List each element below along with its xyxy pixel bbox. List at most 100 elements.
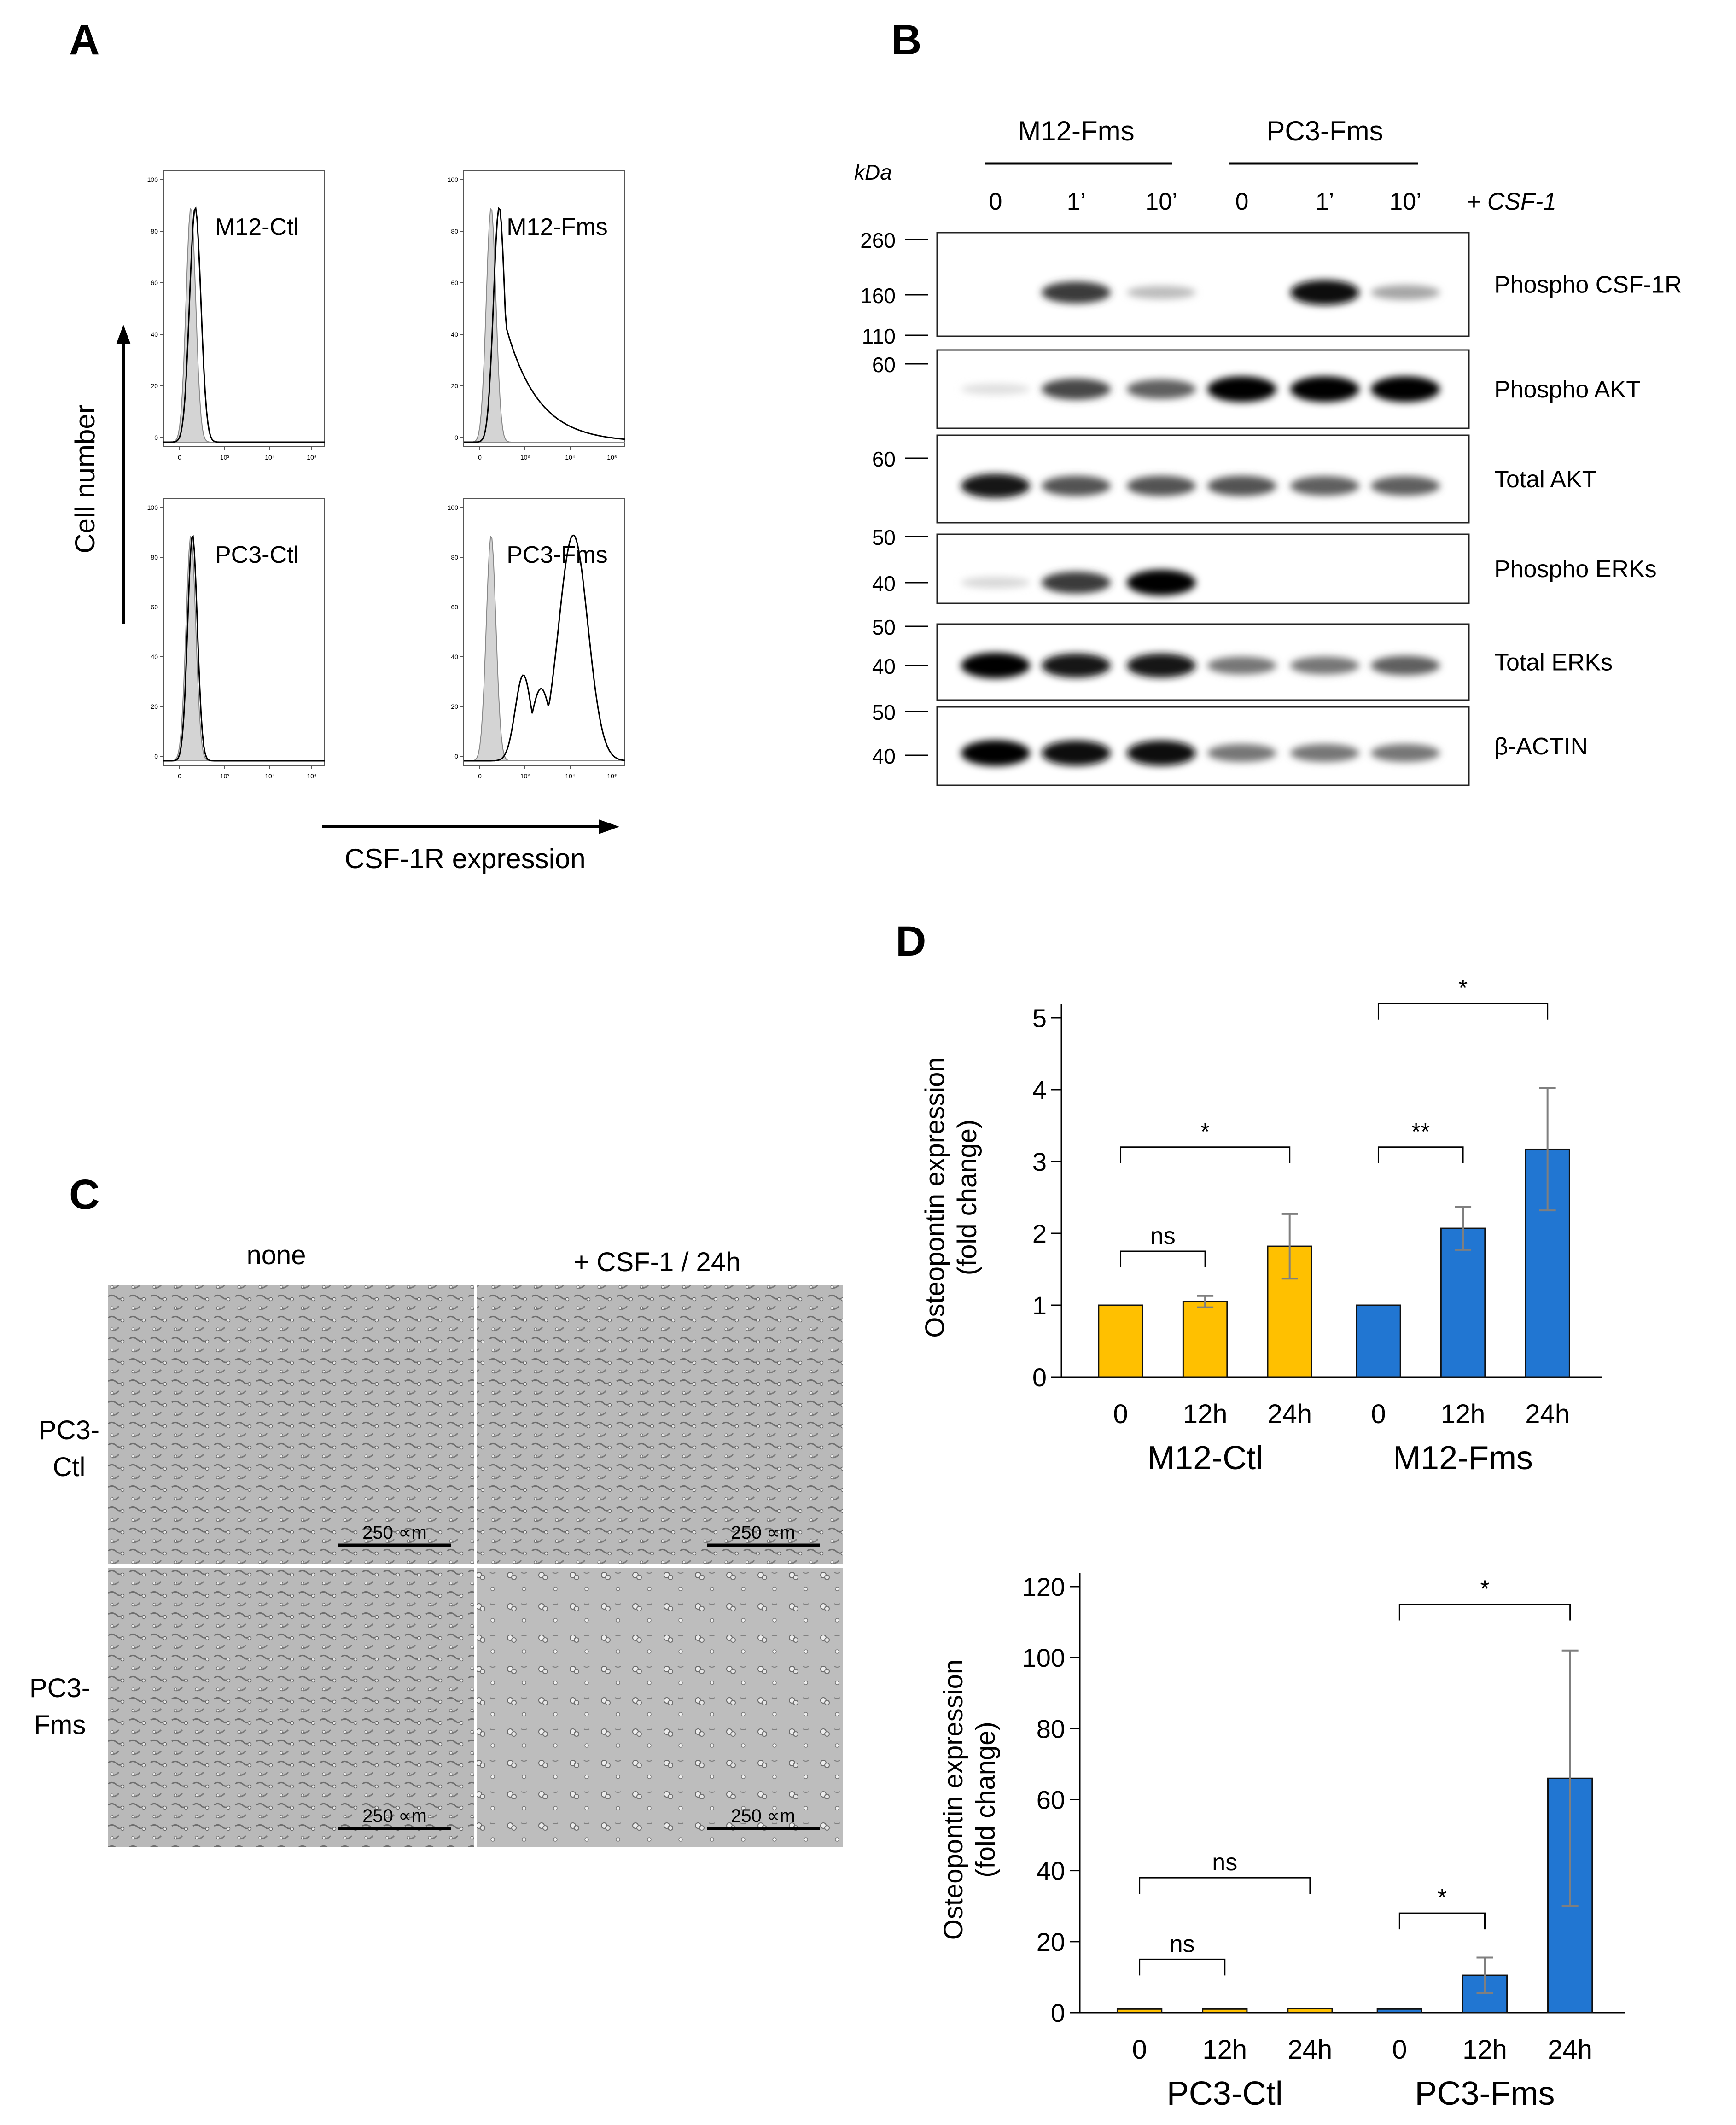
bar <box>1202 2008 1248 2014</box>
blot-label: Phospho AKT <box>1494 376 1641 403</box>
blot-frame <box>936 706 1470 786</box>
blot-band <box>1371 285 1440 300</box>
blot-band <box>1207 475 1276 496</box>
bar <box>1098 1304 1143 1378</box>
panel-label-a: A <box>69 17 99 64</box>
kda-marker-label: 40 <box>872 744 896 768</box>
blot-frame <box>936 232 1470 337</box>
histogram-y-tick-label: 20 <box>151 382 158 390</box>
blot-time-point: 0 <box>989 188 1002 215</box>
histogram-y-tick-label: 60 <box>151 279 158 286</box>
histogram-x-tick-label: 10⁵ <box>607 454 617 461</box>
chart-group-label: PC3-Ctl <box>1167 2075 1283 2112</box>
blot-time-point: 0 <box>1235 188 1249 215</box>
blot-band <box>1290 280 1359 305</box>
histogram-y-tick-label: 100 <box>147 504 158 511</box>
blot-stack: 0 1’ 10’ 0 1’ 10’ 260 160 110 Phospho CSF-1R 60 Pho… <box>860 188 1682 786</box>
significance-bracket <box>1139 1877 1311 1894</box>
isotype-control-curve <box>464 207 625 443</box>
blot-label: Total ERKs <box>1494 649 1613 676</box>
micrograph-image: 250 ∝m <box>477 1568 843 1847</box>
histogram-x-tick-label: 10³ <box>520 772 530 780</box>
micrograph-image: 250 ∝m <box>108 1568 474 1847</box>
blot-band <box>1127 286 1196 299</box>
kda-marker-label: 160 <box>860 284 896 308</box>
histogram-y-tick-label: 60 <box>451 603 458 611</box>
histogram-x-tick-label: 10³ <box>220 772 230 780</box>
histogram-x-tick-label: 10³ <box>220 454 230 461</box>
micrograph-col-none: none <box>246 1240 306 1270</box>
histogram-label: M12-Fms <box>507 214 608 240</box>
bar <box>1287 2008 1333 2014</box>
micrograph-texture <box>477 1568 843 1847</box>
chart-group-label: PC3-Fms <box>1415 2075 1555 2112</box>
bar <box>1116 2008 1163 2014</box>
micrograph-row-fms-label: PC3- Fms <box>29 1673 90 1740</box>
histogram-y-tick-label: 0 <box>454 753 458 760</box>
histogram-y-tick-label: 80 <box>451 228 458 235</box>
panel-label-d: D <box>896 918 926 965</box>
blot-band <box>1127 740 1196 766</box>
blot-phospho-csf-1r: 260 160 110 Phospho CSF-1R <box>860 228 1682 348</box>
blot-band <box>1127 653 1196 678</box>
significance-bracket <box>1377 1003 1549 1020</box>
blot-band <box>1207 376 1276 402</box>
micrograph-col-csf1: + CSF-1 / 24h <box>574 1247 741 1277</box>
bar-chart-pc3: 0 20 40 60 80 100 120 Osteopontin expression (fo… <box>938 1572 1625 2112</box>
blot-band <box>1290 656 1359 675</box>
chart-y-tick-label: 1 <box>1032 1291 1047 1320</box>
kda-marker-label: 50 <box>872 701 896 724</box>
blot-band <box>1371 476 1440 496</box>
histogram-x-tick-label: 10⁴ <box>265 772 275 780</box>
kda-marker-label: 60 <box>872 353 896 377</box>
bar <box>1440 1227 1486 1378</box>
blot-band <box>1042 379 1111 400</box>
isotype-control-curve <box>464 535 625 761</box>
significance-label: ns <box>1150 1223 1176 1249</box>
chart-y-tick-label: 100 <box>1022 1643 1065 1672</box>
blot-band <box>1290 476 1359 496</box>
histogram-y-tick-label: 100 <box>448 504 459 511</box>
chart-y-tick-label: 120 <box>1022 1572 1065 1601</box>
chart-y-tick-label: 20 <box>1037 1927 1065 1956</box>
panel-a: Cell number CSF-1R expression 0 20 40 60 80 1… <box>70 170 625 874</box>
histogram-x-tick-label: 10⁵ <box>307 454 316 461</box>
micrograph-image: 250 ∝m <box>477 1285 843 1564</box>
kda-marker-label: 60 <box>872 447 896 471</box>
scale-bar-label: 250 ∝m <box>731 1523 795 1543</box>
blot-band <box>1290 744 1359 762</box>
micrograph-texture <box>108 1285 474 1564</box>
histogram-pc3-ctl: 0 20 40 60 80 100 0 10³ 10⁴ 10⁵ PC3-Ctl <box>147 498 325 780</box>
blot-band <box>961 384 1030 395</box>
panel-c: none + CSF-1 / 24h PC3- Ctl PC3- Fms 250… <box>29 1240 843 1847</box>
csf1-treatment-label: + CSF-1 <box>1467 188 1556 215</box>
significance-bracket <box>1398 1604 1571 1621</box>
blot-band <box>1290 376 1359 402</box>
chart-y-tick-label: 60 <box>1037 1786 1065 1815</box>
histogram-x-tick-label: 10⁴ <box>565 454 575 461</box>
kda-marker-label: 50 <box>872 525 896 549</box>
chart-x-tick-label: 0 <box>1371 1399 1386 1429</box>
chart-y-label: (fold change) <box>952 1120 982 1276</box>
histogram-y-tick-label: 40 <box>151 331 158 338</box>
blot-band <box>1127 570 1196 595</box>
scale-bar-label: 250 ∝m <box>731 1806 795 1826</box>
histogram-y-tick-label: 20 <box>451 703 458 710</box>
blot-band <box>1042 281 1111 304</box>
panel-a-x-label: CSF-1R expression <box>344 843 586 874</box>
chart-y-tick-label: 5 <box>1032 1004 1047 1033</box>
chart-y-label: (fold change) <box>971 1722 1001 1878</box>
micrograph-grid: 250 ∝m 250 ∝m 250 ∝m 250 ∝m <box>108 1285 843 1847</box>
chart-y-tick-label: 2 <box>1032 1219 1047 1248</box>
histogram-y-tick-label: 0 <box>154 434 158 441</box>
significance-bracket <box>1398 1912 1486 1930</box>
csf1r-staining-curve <box>163 535 325 762</box>
blot-band <box>961 740 1030 766</box>
histogram-x-tick-label: 10⁵ <box>607 772 617 780</box>
histogram-y-tick-label: 20 <box>151 703 158 710</box>
histogram-y-tick-label: 80 <box>151 228 158 235</box>
chart-x-tick-label: 0 <box>1392 2035 1407 2065</box>
histogram-y-tick-label: 0 <box>154 753 158 760</box>
blot-phospho-akt: 60 Phospho AKT <box>872 349 1641 429</box>
